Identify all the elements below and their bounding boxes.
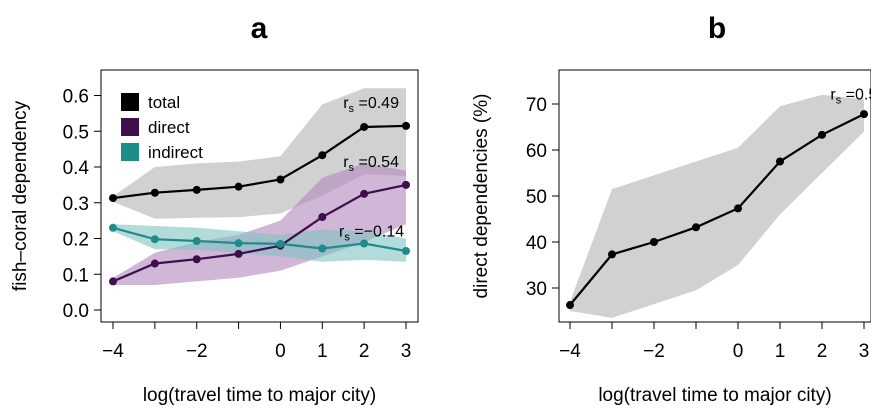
- spearman-annotation: rs =−0.14: [339, 224, 404, 244]
- data-point: [318, 213, 327, 222]
- panel-a: a rs =0.49 rs =0.54 rs =−0.14 −4 −2 0 1 2 3 0.0 0.…: [10, 12, 419, 406]
- x-tick-label: 2: [359, 341, 370, 362]
- plot-frame: [100, 69, 419, 323]
- data-point: [734, 204, 742, 213]
- confidence-band: [570, 94, 864, 318]
- data-point: [860, 110, 868, 119]
- panel-b-label: b: [708, 12, 726, 45]
- y-tick-label: 40: [526, 233, 547, 254]
- legend-label: direct: [148, 118, 190, 137]
- spearman-annotation: rs =0.49: [343, 95, 399, 115]
- data-point: [360, 189, 369, 198]
- legend-label: total: [148, 93, 180, 112]
- y-tick-label: 60: [526, 141, 547, 162]
- data-point: [234, 239, 243, 248]
- data-point: [566, 301, 574, 310]
- spearman-annotation: rs =0.54: [343, 154, 399, 174]
- legend-swatch: [121, 143, 139, 161]
- series-line: [112, 226, 407, 253]
- x-tick-label: −4: [559, 341, 581, 362]
- x-tick-label: −2: [643, 341, 665, 362]
- legend-label: indirect: [148, 143, 203, 162]
- data-point: [650, 238, 658, 246]
- data-point: [776, 157, 784, 166]
- x-tick-label: 0: [733, 341, 744, 362]
- data-point: [276, 239, 285, 248]
- data-point: [234, 182, 243, 191]
- x-axis-label: log(travel time to major city): [598, 385, 831, 406]
- data-point: [109, 277, 117, 286]
- y-tick-label: 0.4: [63, 158, 90, 179]
- x-tick-label: 1: [775, 341, 786, 362]
- data-point: [402, 180, 410, 189]
- y-tick-label: 50: [526, 187, 547, 208]
- x-tick-label: −4: [102, 341, 124, 362]
- y-axis-label: direct dependencies (%): [471, 94, 492, 299]
- spearman-annotation: rs =0.54: [830, 86, 871, 106]
- data-point: [150, 235, 159, 244]
- x-tick-label: 0: [275, 341, 286, 362]
- x-axis-label: log(travel time to major city): [143, 385, 376, 406]
- legend-swatch: [121, 93, 139, 111]
- series-line: [112, 183, 407, 283]
- y-axis-label: fish–coral dependency: [10, 100, 31, 291]
- data-point: [234, 249, 243, 258]
- x-tick-label: 1: [317, 341, 328, 362]
- data-point: [192, 185, 201, 194]
- data-point: [692, 223, 700, 232]
- data-point: [276, 175, 285, 184]
- y-tick-label: 0.1: [63, 265, 89, 286]
- y-tick-label: 0.5: [63, 122, 89, 143]
- data-point: [192, 237, 201, 246]
- data-point: [150, 188, 159, 197]
- y-tick-label: 0.6: [63, 87, 89, 108]
- x-tick-label: 3: [859, 341, 870, 362]
- data-point: [360, 122, 369, 131]
- confidence-band: [113, 163, 406, 285]
- data-point: [150, 259, 159, 268]
- data-point: [109, 223, 117, 232]
- y-tick-label: 0.2: [63, 230, 89, 251]
- data-point: [818, 130, 826, 139]
- x-tick-label: 3: [401, 341, 412, 362]
- y-tick-label: 0.3: [63, 194, 89, 215]
- data-point: [360, 239, 369, 248]
- panel-b: b rs =0.54 −4 −2 0 1 2 3 30 40 50 60 70 log(travel t…: [471, 12, 871, 406]
- data-point: [318, 151, 327, 160]
- data-point: [109, 194, 117, 203]
- series-line: [112, 124, 407, 200]
- y-tick-label: 0.0: [63, 301, 89, 322]
- data-point: [402, 121, 410, 130]
- legend-swatch: [121, 118, 139, 136]
- legend: total direct indirect: [121, 93, 203, 162]
- data-point: [192, 255, 201, 264]
- data-point: [402, 247, 410, 256]
- series-line: [569, 113, 865, 306]
- x-tick-label: −2: [186, 341, 208, 362]
- data-point: [608, 250, 616, 259]
- x-tick-label: 2: [817, 341, 828, 362]
- panel-a-label: a: [251, 12, 268, 45]
- y-tick-label: 70: [526, 95, 547, 116]
- y-tick-label: 30: [526, 279, 547, 300]
- data-point: [318, 244, 327, 253]
